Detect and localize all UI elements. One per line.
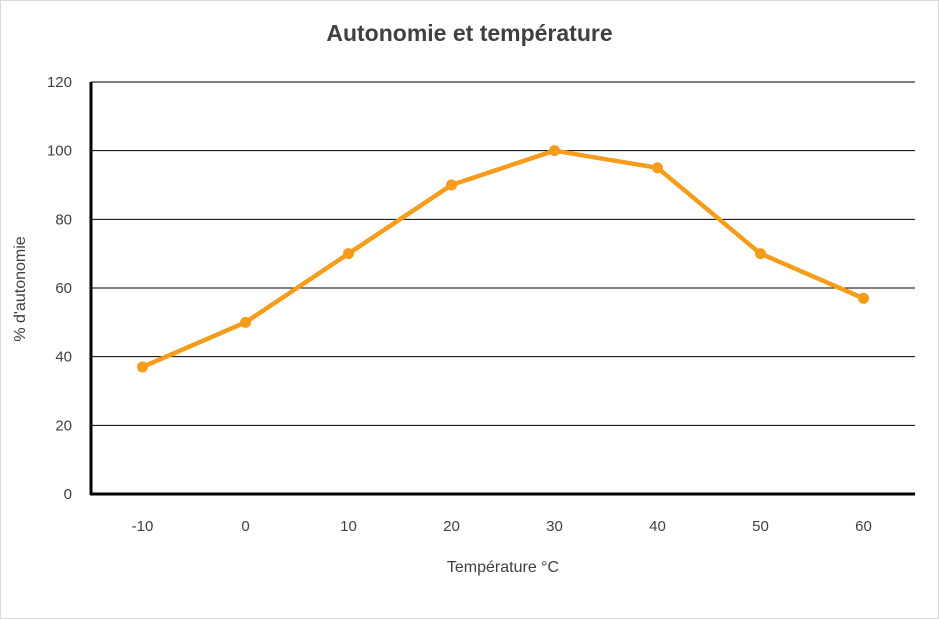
x-tick-label: 40	[649, 518, 666, 535]
series-line	[140, 148, 866, 370]
y-tick-label: 0	[64, 486, 72, 503]
y-tick-label: 60	[55, 280, 72, 297]
y-tick-label: 80	[55, 211, 72, 228]
data-point	[858, 292, 869, 304]
gridlines	[91, 81, 915, 426]
data-point	[137, 361, 148, 373]
x-tick-label: 20	[443, 518, 460, 535]
x-tick-labels: -10 0 10 20 30 40 50 60	[132, 518, 872, 535]
data-point	[343, 248, 354, 260]
y-axis-label: % d'autonomie	[12, 236, 29, 341]
x-tick-label: 10	[340, 518, 357, 535]
y-tick-label: 120	[47, 74, 72, 91]
x-tick-label: 60	[855, 518, 872, 535]
chart-title: Autonomie et température	[326, 20, 613, 46]
x-tick-label: -10	[132, 518, 154, 535]
data-point	[240, 316, 251, 328]
data-point	[652, 162, 663, 174]
x-tick-label: 0	[241, 518, 249, 535]
y-tick-label: 40	[55, 349, 72, 366]
data-point	[446, 179, 457, 191]
series-group	[137, 145, 869, 373]
data-point	[549, 145, 560, 157]
x-tick-label: 50	[752, 518, 769, 535]
y-tick-label: 20	[55, 417, 72, 434]
x-axis-label: Température °C	[447, 559, 559, 576]
data-point	[755, 248, 766, 260]
axes	[89, 82, 915, 496]
y-tick-labels: 0 20 40 60 80 100 120	[47, 74, 72, 503]
x-tick-label: 30	[546, 518, 563, 535]
y-tick-label: 100	[47, 143, 72, 160]
